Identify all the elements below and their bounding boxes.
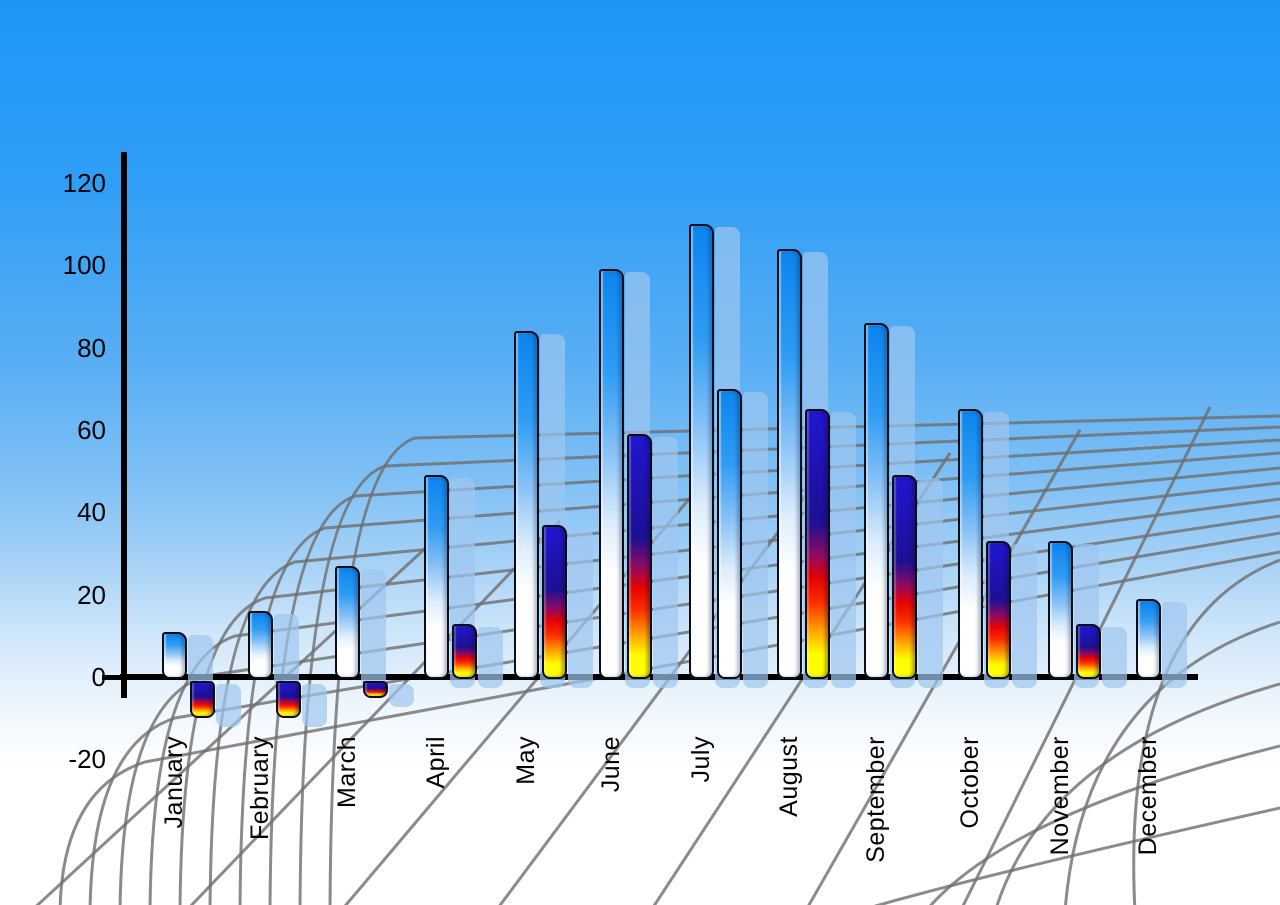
zero-tick-mark [102, 675, 121, 680]
bar-high-february [247, 611, 273, 679]
bar-high-march [334, 565, 360, 679]
shadow-low-february [301, 684, 327, 728]
grid-line [148, 497, 1280, 905]
y-tick-label-120: 120 [62, 168, 106, 198]
grid-line [328, 414, 1280, 905]
month-label-may: May [512, 736, 540, 785]
month-label-october: October [956, 736, 984, 829]
shadow-high-january [187, 634, 213, 688]
bar-high-may [513, 331, 539, 679]
bar-high-june [598, 269, 624, 679]
month-label-june: June [597, 736, 625, 793]
bar-low-january [189, 681, 215, 719]
bar-low-july [716, 388, 742, 679]
grid-line [88, 531, 1280, 905]
shadow-high-march [360, 568, 386, 688]
bar-low-march [362, 681, 388, 698]
bar-high-july [688, 224, 714, 679]
shadow-low-november [1101, 626, 1127, 688]
bar-low-september [891, 475, 917, 679]
grid-line [1064, 620, 1280, 905]
shadow-low-march [388, 684, 414, 707]
bar-high-december [1135, 598, 1161, 679]
grid-line [208, 466, 1280, 905]
y-tick-label--20: -20 [68, 744, 106, 774]
grid-line [268, 438, 1280, 905]
shadow-low-may [567, 527, 593, 688]
bar-low-june [626, 434, 652, 679]
shadow-low-april [477, 626, 503, 688]
month-label-july: July [687, 736, 715, 783]
y-tick-label-60: 60 [77, 415, 106, 445]
y-tick-label-20: 20 [77, 580, 106, 610]
month-label-december: December [1134, 736, 1162, 856]
bar-high-november [1047, 541, 1073, 679]
month-label-january: January [160, 736, 188, 829]
shadow-low-september [917, 478, 943, 688]
shadow-high-february [273, 614, 299, 688]
y-tick-label-100: 100 [62, 250, 106, 280]
bar-high-january [161, 631, 187, 679]
month-label-august: August [775, 736, 803, 817]
month-label-november: November [1046, 736, 1074, 856]
bar-high-april [423, 475, 449, 679]
month-label-february: February [246, 736, 274, 841]
grid-line [873, 806, 1280, 905]
month-label-september: September [862, 736, 890, 863]
bar-low-november [1075, 623, 1101, 679]
grid-line [189, 519, 562, 905]
y-tick-label-40: 40 [77, 497, 106, 527]
bar-high-september [863, 323, 889, 679]
month-label-april: April [422, 736, 450, 789]
bar-low-august [804, 409, 830, 679]
bar-high-october [957, 409, 983, 679]
shadow-low-january [215, 684, 241, 728]
y-tick-label-0: 0 [91, 662, 106, 692]
shadow-high-december [1161, 601, 1187, 688]
bar-low-april [451, 623, 477, 679]
bar-high-august [776, 248, 802, 679]
bar-low-may [541, 524, 567, 679]
bar-low-february [275, 681, 301, 719]
shadow-low-august [830, 412, 856, 688]
shadow-low-july [742, 391, 768, 688]
y-tick-label-80: 80 [77, 333, 106, 363]
y-axis-line [121, 152, 127, 698]
month-label-march: March [333, 736, 361, 808]
grid-line [807, 429, 1082, 905]
shadow-low-october [1011, 544, 1037, 688]
grid-line [298, 425, 1280, 905]
bar-low-october [985, 541, 1011, 679]
shadow-low-june [652, 437, 678, 688]
